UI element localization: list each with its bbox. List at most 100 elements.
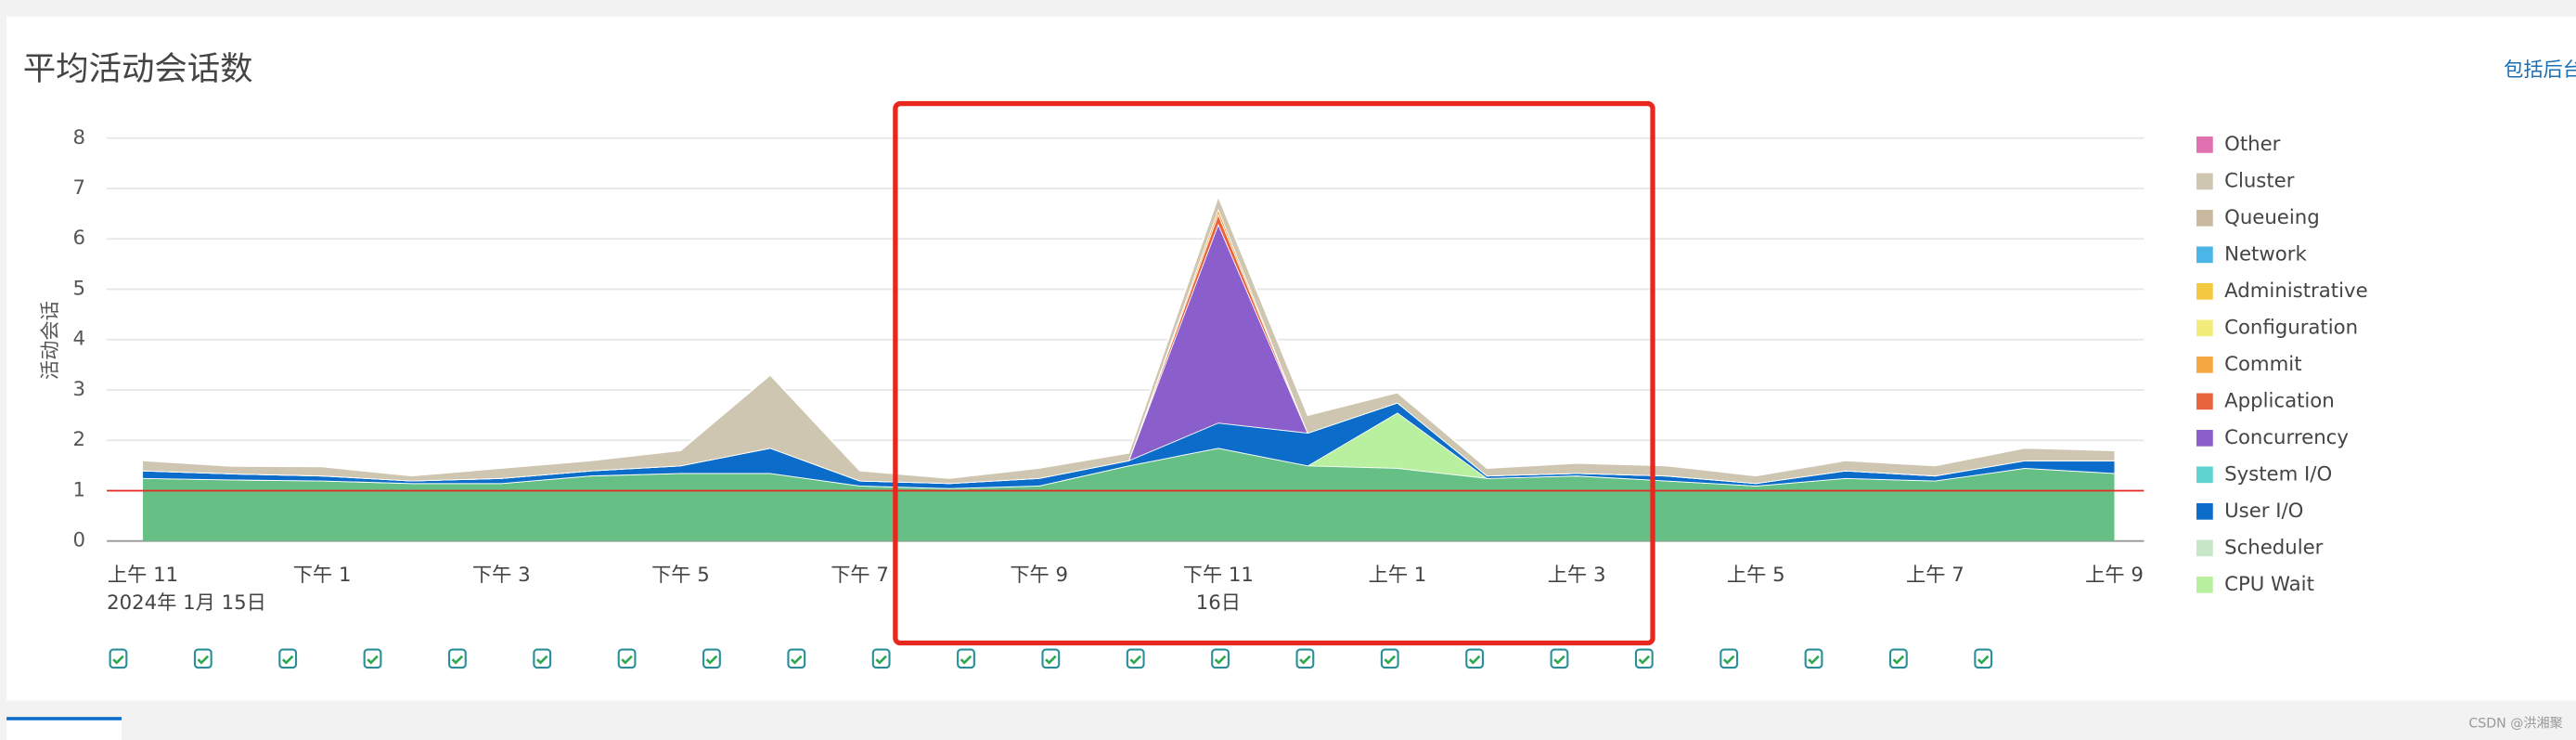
- y-tick-label: 2: [73, 428, 86, 451]
- check-icon: [1041, 648, 1061, 669]
- legend-label: Application: [2224, 389, 2335, 412]
- legend-label: Concurrency: [2224, 426, 2349, 449]
- legend-swatch: [2196, 466, 2213, 484]
- check-mark: [535, 655, 548, 665]
- area: [143, 448, 2115, 541]
- check-icon: [1380, 648, 1399, 669]
- area-edge: [142, 193, 2115, 479]
- x-tick-label: 下午 11: [1183, 564, 1254, 587]
- check-mark: [1214, 655, 1227, 665]
- check-mark: [112, 655, 124, 665]
- x-tick-label: 下午 1: [293, 564, 352, 587]
- check-mark: [791, 655, 803, 665]
- y-tick-label: 4: [73, 328, 86, 351]
- x-tick-label: 下午 3: [472, 564, 531, 587]
- check-icon: [109, 648, 128, 669]
- y-tick-label: 7: [73, 176, 86, 200]
- check-mark: [1892, 655, 1905, 665]
- check-icon: [1634, 648, 1654, 669]
- chart-title: 平均活动会话数: [23, 50, 253, 88]
- check-icon: [871, 648, 891, 669]
- legend-swatch: [2196, 356, 2213, 373]
- legend-swatch: [2196, 429, 2213, 447]
- x-tick-label: 上午 1: [1369, 564, 1427, 587]
- area: [143, 402, 2115, 488]
- link[interactable]: 包括后台: [2504, 58, 2576, 82]
- legend-label: Network: [2224, 242, 2307, 266]
- check-mark: [197, 655, 210, 665]
- check-icon: [533, 648, 552, 669]
- legend-swatch: [2196, 282, 2213, 300]
- legend-label: Other: [2224, 133, 2281, 156]
- legend-swatch: [2196, 393, 2213, 410]
- y-tick-label: 6: [73, 227, 86, 250]
- y-tick-label: 8: [73, 126, 86, 149]
- check-icon: [1719, 648, 1739, 669]
- legend-label: Cluster: [2224, 169, 2295, 192]
- x-tick-label: 下午 7: [831, 564, 889, 587]
- legend-label: User I/O: [2224, 500, 2303, 523]
- check-icon: [193, 648, 213, 669]
- x-date-label: 2024年 1月 15日: [107, 591, 266, 615]
- check-mark: [960, 655, 972, 665]
- check-mark: [875, 655, 887, 665]
- check-mark: [621, 655, 633, 665]
- x-tick-label: 上午 11: [108, 564, 178, 587]
- legend-swatch: [2196, 246, 2213, 264]
- watermark: CSDN @洪湘聚: [2468, 716, 2562, 731]
- x-tick-label: 下午 9: [1010, 564, 1068, 587]
- y-axis-label: 活动会话: [39, 301, 62, 380]
- y-tick-label: 0: [73, 529, 86, 552]
- check-mark: [1468, 655, 1481, 665]
- x-tick-label: 上午 9: [2085, 564, 2144, 587]
- check-mark: [1129, 655, 1141, 665]
- check-mark: [367, 655, 379, 665]
- check-mark: [1045, 655, 1057, 665]
- check-icon: [1465, 648, 1485, 669]
- check-mark: [451, 655, 464, 665]
- legend-swatch: [2196, 539, 2213, 557]
- legend-swatch: [2196, 502, 2213, 520]
- x-tick-label: 上午 5: [1727, 564, 1785, 587]
- check-icon: [1804, 648, 1823, 669]
- legend-label: Administrative: [2224, 279, 2368, 303]
- highlight-box: [893, 100, 1655, 646]
- check-icon: [363, 648, 382, 669]
- legend-swatch: [2196, 319, 2213, 337]
- check-icon: [617, 648, 637, 669]
- tab-indicator: [6, 717, 122, 721]
- legend-label: CPU Wait: [2224, 573, 2314, 596]
- check-icon: [447, 648, 467, 669]
- check-icon: [1888, 648, 1908, 669]
- x-date-label: 16日: [1196, 591, 1241, 615]
- y-tick-label: 1: [73, 478, 86, 501]
- check-mark: [705, 655, 718, 665]
- legend-swatch: [2196, 136, 2213, 153]
- check-icon: [702, 648, 721, 669]
- check-icon: [1126, 648, 1145, 669]
- check-mark: [1553, 655, 1565, 665]
- legend-swatch: [2196, 173, 2213, 190]
- legend-label: Scheduler: [2224, 536, 2324, 559]
- check-mark: [1977, 655, 1990, 665]
- check-mark: [281, 655, 294, 665]
- legend-label: Queueing: [2224, 206, 2320, 229]
- legend-label: Commit: [2224, 353, 2301, 376]
- check-icon: [1550, 648, 1569, 669]
- check-icon: [1974, 648, 1993, 669]
- check-icon: [787, 648, 806, 669]
- legend-label: Configuration: [2224, 316, 2358, 339]
- y-tick-label: 5: [73, 277, 86, 300]
- x-tick-label: 上午 3: [1548, 564, 1606, 587]
- x-tick-label: 上午 7: [1906, 564, 1964, 587]
- check-mark: [1384, 655, 1397, 665]
- legend-swatch: [2196, 576, 2213, 593]
- check-icon: [1211, 648, 1230, 669]
- check-mark: [1808, 655, 1820, 665]
- y-tick-label: 3: [73, 378, 86, 401]
- legend-swatch: [2196, 209, 2213, 227]
- check-icon: [1295, 648, 1315, 669]
- check-mark: [1299, 655, 1311, 665]
- x-tick-label: 下午 5: [651, 564, 710, 587]
